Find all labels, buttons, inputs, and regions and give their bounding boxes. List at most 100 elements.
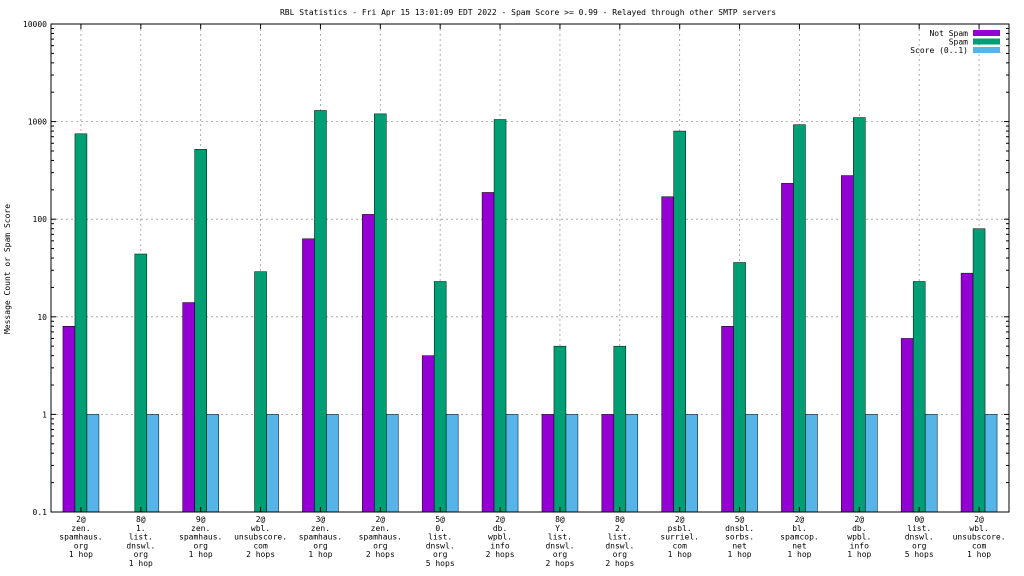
x-category-label-line: Y.	[555, 524, 565, 533]
bar	[86, 414, 100, 513]
bar	[900, 338, 914, 513]
x-category-label-line: 1 hop	[847, 550, 871, 559]
bar	[673, 130, 686, 513]
bar	[984, 414, 998, 513]
x-category-label-line: org	[433, 550, 448, 559]
x-category-label-line: list.	[129, 533, 153, 542]
x-category-label-line: spamhaus.	[179, 533, 222, 542]
bar	[481, 192, 495, 513]
bar	[912, 281, 926, 513]
bar	[362, 214, 375, 513]
x-category-label-line: 2.	[615, 524, 625, 533]
x-category-label-line: dnswl.	[605, 541, 634, 550]
y-tick-label: 0.1	[33, 508, 48, 517]
x-category-label: 2@ db. wpbl. info 2 hops	[486, 515, 515, 559]
bar	[314, 110, 327, 513]
x-category-label-line: 5@	[435, 515, 445, 524]
x-category-label-line: unsubscore.	[234, 533, 287, 542]
x-category-label-line: list.	[428, 533, 452, 542]
bar	[374, 113, 387, 513]
bar	[254, 271, 267, 513]
x-category-label: 2@ psbl. surriel. com 1 hop	[660, 515, 699, 559]
x-category-label-line: com	[672, 541, 687, 550]
x-category-label-line: 2@	[854, 515, 864, 524]
x-category-label-line: 1 hop	[129, 559, 153, 568]
bar	[134, 253, 148, 513]
x-category-label-line: 1 hop	[787, 550, 811, 559]
bar	[745, 414, 758, 513]
x-category-label-line: 1 hop	[69, 550, 93, 559]
x-category-label-line: surriel.	[660, 533, 699, 542]
x-category-label-line: zen.	[71, 524, 90, 533]
x-category-label-line: 2@	[375, 515, 385, 524]
x-category-label-line: 8@	[555, 515, 565, 524]
x-category-label-line: 2 hops	[545, 559, 574, 568]
x-category-label-line: 2 hops	[486, 550, 515, 559]
x-category-label-line: 1 hop	[967, 550, 991, 559]
x-category-label-line: unsubscore.	[953, 533, 1006, 542]
x-category-label-line: dnswl.	[545, 541, 574, 550]
x-category-label-line: org	[134, 550, 149, 559]
bars-group	[62, 110, 998, 513]
bar	[960, 272, 974, 513]
x-category-label-line: 8@	[136, 515, 146, 524]
x-category-label: 2@ wbl. unsubscore. com 2 hops	[234, 515, 287, 559]
x-category-label-line: 0@	[914, 515, 924, 524]
bar	[841, 175, 854, 513]
x-category-label-line: spamhaus.	[299, 533, 342, 542]
y-tick-label: 1	[42, 410, 47, 419]
x-category-label-line: list.	[907, 524, 931, 533]
bar	[302, 238, 315, 513]
bar	[972, 228, 986, 513]
x-category-label-line: 8@	[615, 515, 625, 524]
x-category-label-line: wbl.	[969, 524, 988, 533]
bar	[266, 414, 279, 513]
x-category-label: 3@ zen. spamhaus. org 1 hop	[299, 515, 342, 559]
chart-title: RBL Statistics - Fri Apr 15 13:01:09 EDT…	[280, 8, 776, 17]
bar	[386, 414, 399, 513]
bar	[421, 355, 435, 513]
x-category-label-line: 2@	[256, 515, 266, 524]
bar	[505, 414, 519, 513]
x-category-label-line: spamhaus.	[59, 533, 102, 542]
x-category-label-line: 2@	[974, 515, 984, 524]
x-category-label-line: org	[193, 541, 208, 550]
x-category-label-line: org	[313, 541, 328, 550]
x-category-label-line: 5 hops	[426, 559, 455, 568]
bar	[541, 414, 555, 513]
x-category-label-line: wpbl.	[847, 533, 871, 542]
x-category-label: 0@ list. dnswl. org 5 hops	[905, 515, 934, 559]
x-category-label-line: 2 hops	[366, 550, 395, 559]
legend-label: Not Spam	[929, 29, 968, 38]
x-category-label-line: org	[613, 550, 628, 559]
bar	[433, 281, 447, 513]
bar	[685, 414, 698, 513]
bar	[625, 414, 639, 513]
x-category-label: 2@ wbl. unsubscore. com 1 hop	[953, 515, 1006, 559]
x-category-label: 2@ db. wpbl. info 1 hop	[847, 515, 871, 559]
x-category-label-line: info	[850, 541, 869, 550]
y-axis-label: Message Count or Spam Score	[3, 204, 12, 334]
y-tick-label: 10	[37, 313, 47, 322]
x-category-label-line: zen.	[311, 524, 330, 533]
legend-label: Spam	[949, 38, 968, 47]
bar	[206, 414, 219, 513]
bar	[493, 119, 507, 513]
x-category-label-line: dnswl.	[905, 533, 934, 542]
bar	[553, 345, 567, 513]
bar	[924, 414, 938, 513]
bar	[781, 183, 794, 513]
x-category-label-line: spamhaus.	[359, 533, 402, 542]
x-category-label-line: 2 hops	[605, 559, 634, 568]
x-category-label-line: list.	[548, 533, 572, 542]
bar	[326, 414, 339, 513]
bar	[445, 414, 459, 513]
y-tick-label: 100	[33, 215, 48, 224]
x-category-label-line: net	[792, 541, 807, 550]
x-category-label: 2@ zen. spamhaus. org 1 hop	[59, 515, 102, 559]
x-category-label: 8@ Y. list. dnswl. org 2 hops	[545, 515, 574, 568]
x-category-label-line: 1 hop	[308, 550, 332, 559]
x-category-label-line: com	[972, 541, 987, 550]
